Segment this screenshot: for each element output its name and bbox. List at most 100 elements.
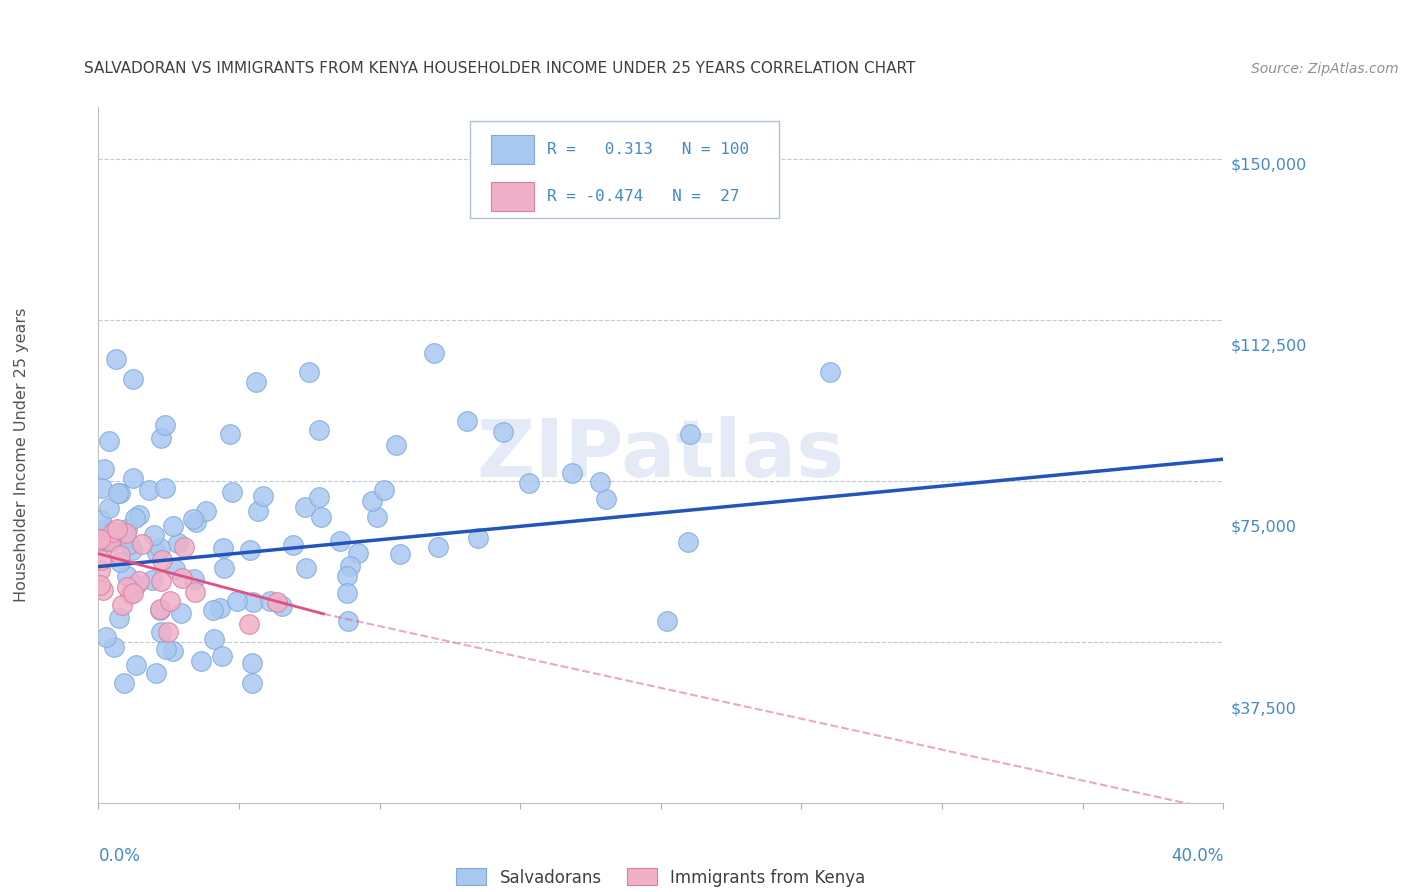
Point [121,471,143,485]
Point [517,475,540,490]
Legend: Salvadorans, Immigrants from Kenya: Salvadorans, Immigrants from Kenya [450,862,872,892]
Point [153,418,176,433]
Point [226,593,249,607]
Point [595,492,617,507]
Point [118,536,141,550]
Point [165,562,187,576]
Point [295,561,318,575]
Point [107,485,129,500]
Point [117,580,139,594]
Point [221,485,243,500]
Point [131,537,153,551]
Point [143,528,166,542]
Point [89,533,111,547]
Point [678,426,700,441]
Text: 0.0%: 0.0% [98,847,141,865]
Point [239,543,262,558]
Point [101,524,124,539]
Point [90,513,112,527]
Text: $37,500: $37,500 [1230,701,1296,716]
Point [93,462,115,476]
Point [426,540,449,554]
Point [96,522,118,536]
Point [211,649,233,664]
Point [202,603,225,617]
Point [112,675,135,690]
Point [456,414,478,428]
Bar [491,182,534,211]
Point [120,586,142,600]
Point [360,493,382,508]
Point [149,603,172,617]
Point [170,606,193,620]
Point [240,656,263,670]
Text: Source: ZipAtlas.com: Source: ZipAtlas.com [1251,62,1399,76]
Point [122,372,145,386]
Text: $112,500: $112,500 [1230,339,1306,354]
Text: $75,000: $75,000 [1230,520,1296,535]
Text: ZIPatlas: ZIPatlas [477,416,845,494]
Point [89,563,111,577]
Point [336,568,359,582]
Point [388,547,411,561]
Point [172,571,194,585]
Point [89,578,111,592]
Point [91,582,114,597]
Point [202,632,225,646]
Point [108,485,131,500]
Point [467,531,489,545]
Point [219,426,242,441]
Point [186,515,208,529]
Point [212,561,235,575]
Point [238,617,260,632]
Point [308,424,330,438]
Point [115,526,138,541]
Point [347,545,370,559]
Point [150,431,173,445]
Point [209,600,232,615]
Point [242,675,264,690]
Point [98,533,121,548]
Point [150,624,173,639]
Point [108,611,131,625]
Text: R =   0.313   N = 100: R = 0.313 N = 100 [547,142,749,157]
Point [115,569,138,583]
Point [141,574,163,588]
Point [329,534,352,549]
Point [252,489,274,503]
Point [104,352,127,367]
Point [91,533,114,547]
Point [91,533,114,547]
Point [100,533,122,547]
Point [245,375,267,389]
Point [298,365,321,379]
Point [115,522,138,536]
Point [385,438,408,452]
Point [366,510,388,524]
Point [183,572,205,586]
Text: SALVADORAN VS IMMIGRANTS FROM KENYA HOUSEHOLDER INCOME UNDER 25 YEARS CORRELATIO: SALVADORAN VS IMMIGRANTS FROM KENYA HOUS… [84,61,915,76]
Point [162,519,184,533]
Point [111,598,134,612]
Point [655,614,678,628]
Point [122,585,145,599]
Point [212,541,235,555]
Text: R = -0.474   N =  27: R = -0.474 N = 27 [547,189,740,204]
Point [121,542,143,557]
Point [155,641,177,656]
Point [97,434,120,448]
Point [184,585,207,599]
Point [145,546,167,560]
Point [98,533,121,548]
Point [90,553,112,567]
Point [125,578,148,592]
Point [90,481,112,495]
Point [159,594,181,608]
Point [336,585,359,599]
Point [162,644,184,658]
Point [242,595,264,609]
Point [492,425,515,439]
Point [105,523,128,537]
Point [281,538,304,552]
Text: $150,000: $150,000 [1230,158,1306,172]
